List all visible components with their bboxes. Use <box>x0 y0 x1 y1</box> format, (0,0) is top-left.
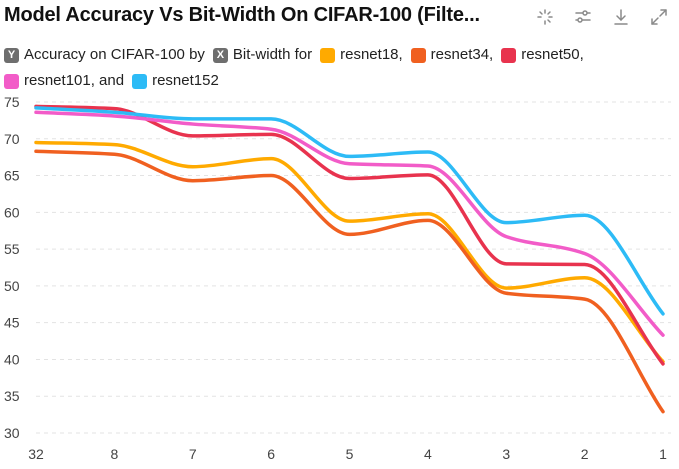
y-tick-label: 30 <box>4 425 20 441</box>
expand-icon[interactable] <box>647 6 671 28</box>
download-icon[interactable] <box>609 6 633 28</box>
chart-toolbar <box>533 6 671 28</box>
sliders-icon[interactable] <box>571 6 595 28</box>
legend-label-resnet101[interactable]: resnet101, and <box>24 72 125 89</box>
x-axis-badge: X <box>212 47 228 63</box>
series-line-resnet101 <box>34 110 665 337</box>
y-tick-label: 70 <box>4 131 20 147</box>
series-line-resnet18 <box>34 140 665 364</box>
legend-line-1: Y Accuracy on CIFAR-100 by X Bit-width f… <box>4 42 664 68</box>
y-tick-label: 55 <box>4 241 20 257</box>
legend-label-resnet34[interactable]: resnet34, <box>430 46 494 63</box>
chart-title: Model Accuracy Vs Bit-Width On CIFAR-100… <box>4 4 480 26</box>
x-tick-label: 3 <box>502 446 510 462</box>
legend-x-description: Bit-width for <box>232 46 313 63</box>
x-tick-label: 32 <box>28 446 44 462</box>
legend-swatch-resnet101[interactable] <box>4 73 19 89</box>
series-line-resnet152 <box>34 106 665 316</box>
x-tick-label: 6 <box>267 446 275 462</box>
y-tick-label: 50 <box>4 278 20 294</box>
x-tick-label: 4 <box>424 446 432 462</box>
x-tick-label: 1 <box>659 446 667 462</box>
legend-label-resnet152[interactable]: resnet152 <box>152 72 219 89</box>
series-line-resnet34 <box>34 149 665 414</box>
legend-label-resnet18[interactable]: resnet18, <box>340 46 403 63</box>
legend-label-resnet50[interactable]: resnet50, <box>521 46 584 63</box>
y-axis-badge: Y <box>4 47 19 63</box>
y-tick-label: 35 <box>4 388 20 404</box>
x-tick-label: 7 <box>189 446 197 462</box>
legend-swatch-resnet152[interactable] <box>132 73 148 89</box>
y-tick-label: 65 <box>4 168 20 184</box>
y-tick-label: 75 <box>4 94 20 110</box>
legend-y-description: Accuracy on CIFAR-100 by <box>24 46 205 63</box>
legend-swatch-resnet50[interactable] <box>501 47 517 63</box>
sparkle-icon[interactable] <box>533 6 557 28</box>
legend-swatch-resnet18[interactable] <box>320 47 336 63</box>
chart-header: Model Accuracy Vs Bit-Width On CIFAR-100… <box>0 0 679 34</box>
y-tick-label: 60 <box>4 204 20 220</box>
legend-swatch-resnet34[interactable] <box>410 47 426 63</box>
x-tick-label: 5 <box>346 446 354 462</box>
y-tick-label: 40 <box>4 351 20 367</box>
chart-legend: Y Accuracy on CIFAR-100 by X Bit-width f… <box>4 42 664 94</box>
x-tick-label: 2 <box>581 446 589 462</box>
y-tick-label: 45 <box>4 315 20 331</box>
legend-line-2: resnet101, and resnet152 <box>4 68 664 94</box>
x-tick-label: 8 <box>110 446 118 462</box>
